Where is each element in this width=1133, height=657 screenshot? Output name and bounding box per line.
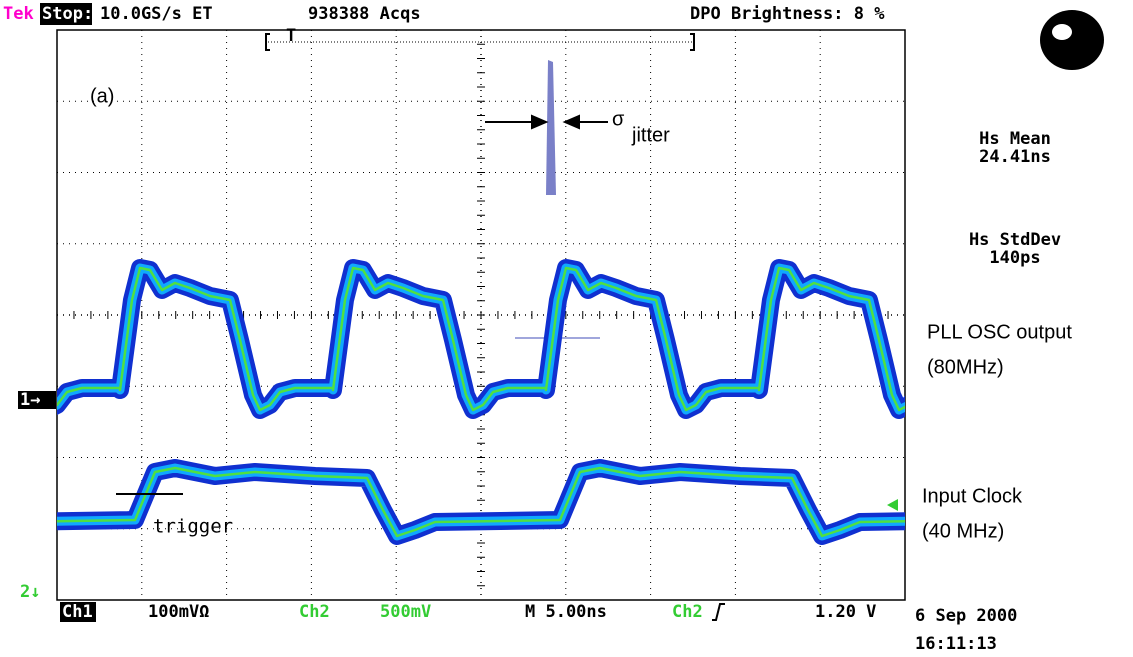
ch2-level-marker — [887, 499, 898, 511]
trigger-source: Ch2 — [672, 602, 703, 622]
panel-label: (a) — [90, 85, 114, 107]
measurement-name: Hs Mean — [979, 129, 1051, 149]
sample-rate: 10.0GS/s ET — [100, 4, 213, 24]
date: 6 Sep 2000 — [915, 606, 1017, 626]
measurement-value: 140ps — [989, 248, 1040, 268]
oscilloscope-screen: Tek Stop: 10.0GS/s ET 938388 Acqs DPO Br… — [0, 0, 1133, 657]
annotation: (80MHz) — [927, 356, 1004, 378]
measurement-value: 24.41ns — [979, 147, 1051, 167]
jitter-arrows — [485, 116, 608, 128]
timebase: M 5.00ns — [525, 602, 607, 622]
acquisitions: 938388 Acqs — [308, 4, 421, 24]
record-bracket — [266, 34, 694, 50]
status-indicator — [1040, 10, 1104, 70]
annotation: (40 MHz) — [922, 520, 1004, 542]
ch2-scale: 500mV — [380, 602, 431, 622]
trigger-position: T — [286, 26, 296, 46]
ch2-label: Ch2 — [299, 602, 330, 622]
sigma-subscript: jitter — [631, 124, 670, 146]
time: 16:11:13 — [915, 634, 997, 654]
measurement-name: Hs StdDev — [969, 230, 1061, 250]
ch1-marker: 1→ — [20, 390, 40, 410]
sigma: σ — [612, 108, 625, 130]
trigger-level: 1.20 V — [815, 602, 876, 622]
ch1-label: Ch1 — [62, 602, 93, 622]
trigger-note: trigger — [153, 516, 233, 538]
annotation: PLL OSC output — [927, 321, 1072, 343]
annotation: Input Clock — [922, 485, 1023, 507]
trigger-slope — [712, 604, 725, 620]
state: Stop: — [42, 4, 93, 24]
jitter-histogram — [546, 60, 556, 195]
brightness: DPO Brightness: 8 % — [690, 4, 885, 24]
brand: Tek — [3, 4, 34, 24]
ch1-scale: 100mVΩ — [148, 602, 209, 622]
ch2-marker: 2↓ — [20, 582, 40, 602]
